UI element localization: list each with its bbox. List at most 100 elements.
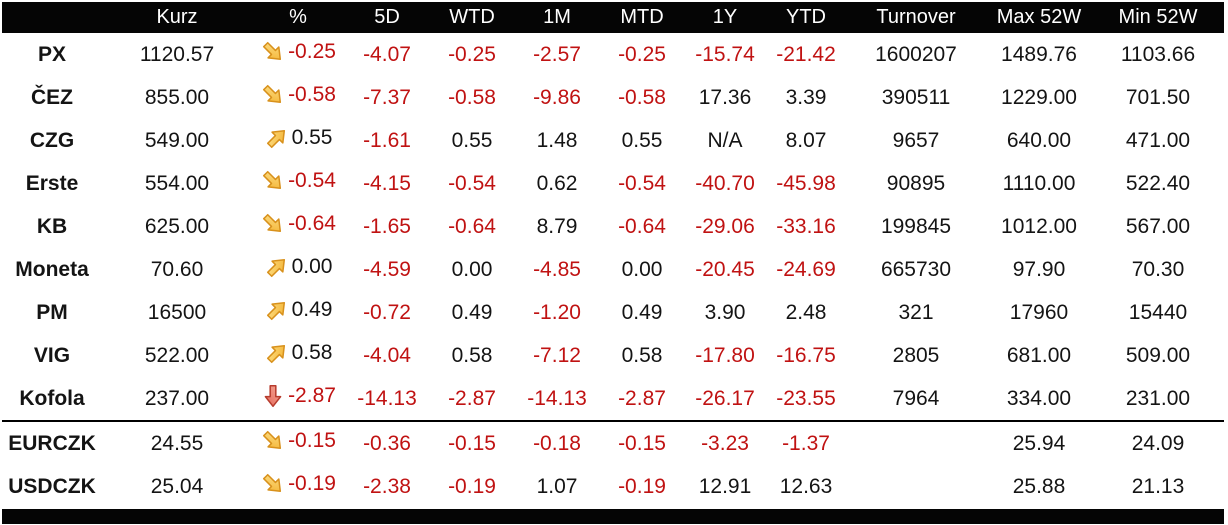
pct-value: -0.19: [288, 471, 336, 495]
arrow-up-right-icon: [266, 258, 285, 277]
pct-value: -0.54: [288, 168, 336, 192]
arrow-up-right-icon: [266, 301, 285, 320]
cell-pct: -0.15: [252, 420, 344, 465]
pct-cell-content: 0.49: [264, 297, 333, 323]
cell-1y: -20.45: [695, 257, 755, 281]
cell-mtd: -0.58: [618, 85, 666, 109]
cell-5d: -4.04: [363, 343, 411, 367]
pct-cell-content: -0.25: [260, 39, 336, 65]
cell-wtd: -0.19: [448, 474, 496, 498]
cell-5d: -0.36: [344, 420, 430, 465]
pct-value: -0.58: [288, 82, 336, 106]
cell-min-52w: 15440: [1128, 300, 1188, 324]
cell-max-52w: 1012.00: [1001, 214, 1077, 238]
pct-value: -2.87: [288, 383, 336, 407]
cell-min-52w: 1103.66: [1120, 42, 1196, 66]
pct-value: 0.58: [291, 340, 333, 364]
pct-value: 0.00: [291, 254, 333, 278]
cell-max-52w: 25.94: [986, 420, 1092, 465]
table-row-pm: PM 16500 0.49 -0.72 0.49 -1.20 0.49 3.90 2.48 321…: [2, 291, 1224, 334]
cell-1m: -2.57: [533, 42, 581, 66]
pct-value: -0.15: [288, 428, 336, 452]
cell-pct: -0.25: [252, 33, 344, 76]
cell-mtd: 0.58: [621, 343, 663, 367]
cell-1m: 8.79: [536, 214, 578, 238]
bottom-bar: [2, 509, 1224, 524]
pct-cell-content: -0.64: [260, 211, 336, 237]
table-row-ez: ČEZ 855.00 -0.58 -7.37 -0.58 -9.86 -0.58 17.36 3…: [2, 76, 1224, 119]
cell-wtd: -0.54: [448, 171, 496, 195]
pct-value: 0.49: [291, 297, 333, 321]
pct-cell-content: 0.55: [264, 125, 333, 151]
cell-pct: 0.49: [252, 291, 344, 334]
table-row-usdczk: USDCZK 25.04 -0.19 -2.38 -0.19 1.07 -0.19 12.91…: [2, 465, 1224, 508]
cell-kurz: 70.60: [150, 257, 204, 281]
cell-1y: -15.74: [695, 42, 755, 66]
cell-1m: 1.07: [536, 474, 578, 498]
cell-ytd: 2.48: [785, 300, 827, 324]
arrow-up-right-icon: [266, 129, 285, 148]
cell-ytd: -21.42: [776, 42, 836, 66]
cell-wtd: 0.00: [451, 257, 493, 281]
cell-turnover: 390511: [881, 85, 951, 109]
pct-cell-content: -0.19: [260, 471, 336, 497]
cell-min-52w: 231.00: [1125, 386, 1191, 410]
arrow-down-right-icon: [263, 41, 282, 60]
cell-1y: 12.91: [698, 474, 752, 498]
cell-kurz: 1120.57: [139, 42, 215, 66]
cell-max-52w: 1110.00: [1002, 171, 1076, 195]
pct-value: 0.55: [291, 125, 333, 149]
table-row-px: PX 1120.57 -0.25 -4.07 -0.25 -2.57 -0.25 -15.74…: [2, 33, 1224, 76]
table-row-eurczk: EURCZK 24.55 -0.15 -0.36 -0.15 -0.18 -0.15 -3.2…: [2, 420, 1224, 465]
cell-min-52w: 471.00: [1125, 128, 1191, 152]
cell-min-52w: 70.30: [1131, 257, 1185, 281]
table-row-kb: KB 625.00 -0.64 -1.65 -0.64 8.79 -0.64 -29.06 -3…: [2, 205, 1224, 248]
column-header-pct: %: [252, 2, 344, 33]
cell-max-52w: 1489.76: [1001, 42, 1077, 66]
cell-wtd: -0.64: [448, 214, 496, 238]
ticker-label: EURCZK: [2, 420, 102, 465]
arrow-up-right-icon: [266, 344, 285, 363]
arrow-down-icon: [264, 384, 282, 407]
cell-turnover: 321: [898, 300, 934, 324]
cell-ytd: -16.75: [776, 343, 836, 367]
cell-kurz: 549.00: [144, 128, 210, 152]
cell-turnover: [846, 465, 986, 508]
cell-5d: -2.38: [363, 474, 411, 498]
cell-1m: 1.48: [536, 128, 578, 152]
cell-wtd: -2.87: [448, 386, 496, 410]
cell-5d: -4.59: [363, 257, 411, 281]
column-header-1m: 1M: [514, 2, 600, 33]
cell-1y: -26.17: [695, 386, 755, 410]
cell-turnover: 1600207: [875, 42, 957, 66]
cell-1y: -29.06: [695, 214, 755, 238]
cell-1y: -3.23: [684, 420, 766, 465]
arrow-down-right-icon: [263, 84, 282, 103]
cell-kurz: 855.00: [144, 85, 210, 109]
cell-pct: 0.58: [252, 334, 344, 377]
cell-mtd: -0.25: [618, 42, 666, 66]
ticker-label: VIG: [33, 343, 71, 367]
ticker-label: PX: [37, 42, 66, 66]
cell-kurz: 25.04: [150, 474, 204, 498]
pct-cell-content: 0.00: [264, 254, 333, 280]
cell-mtd: -2.87: [618, 386, 666, 410]
pct-value: -0.25: [288, 39, 336, 63]
cell-max-52w: 681.00: [1006, 343, 1072, 367]
cell-max-52w: 1229.00: [1001, 85, 1077, 109]
cell-turnover: 9657: [892, 128, 940, 152]
table-row-czg: CZG 549.00 0.55 -1.61 0.55 1.48 0.55 N/A 8.07 965…: [2, 119, 1224, 162]
cell-mtd: -0.54: [618, 171, 666, 195]
ticker-label: USDCZK: [8, 474, 96, 498]
cell-ytd: -33.16: [776, 214, 836, 238]
table-row-vig: VIG 522.00 0.58 -4.04 0.58 -7.12 0.58 -17.80 -16…: [2, 334, 1224, 377]
column-header-wtd: WTD: [430, 2, 514, 33]
pct-cell-content: -0.54: [260, 168, 336, 194]
arrow-down-right-icon: [263, 430, 282, 449]
column-header-name: [2, 2, 102, 33]
cell-ytd: 3.39: [785, 85, 827, 109]
cell-wtd: -0.25: [448, 42, 496, 66]
cell-1y: 17.36: [698, 85, 752, 109]
cell-kurz: 24.55: [102, 420, 252, 465]
cell-ytd: 12.63: [779, 474, 833, 498]
